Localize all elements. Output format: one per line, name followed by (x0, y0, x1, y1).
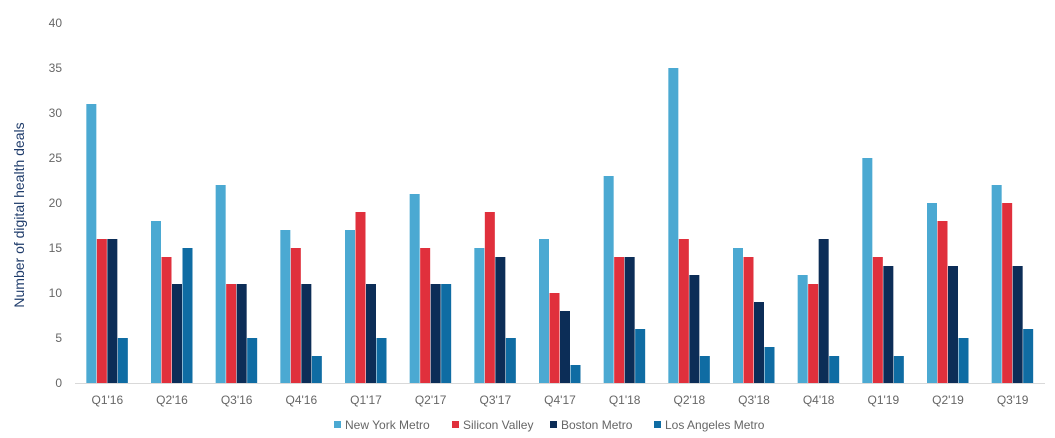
bar (1023, 329, 1034, 383)
bar (754, 302, 764, 383)
bar (474, 248, 485, 383)
x-tick-label: Q3'19 (997, 393, 1029, 407)
bar (1012, 266, 1023, 383)
x-tick-label: Q4'17 (544, 393, 576, 407)
x-tick-label: Q3'18 (738, 393, 770, 407)
legend: New York Metro Silicon Valley Boston Metro… (334, 418, 765, 432)
x-tick-label: Q4'18 (803, 393, 835, 407)
bar (948, 266, 958, 383)
bar (808, 284, 819, 383)
legend-swatch (550, 421, 557, 428)
bar (614, 257, 625, 383)
bar (603, 176, 614, 383)
bar (733, 248, 743, 383)
bar (420, 248, 431, 383)
x-tick-label: Q3'17 (480, 393, 512, 407)
bar (927, 203, 937, 383)
bar (829, 356, 840, 383)
bar (893, 356, 904, 383)
bar (409, 194, 420, 383)
y-tick-label: 20 (49, 196, 63, 210)
bar (862, 158, 873, 383)
bar (484, 212, 495, 383)
y-axis-ticks: 0 5 10 15 20 25 30 35 40 (49, 16, 63, 390)
y-tick-label: 35 (49, 61, 63, 75)
bar (355, 212, 366, 383)
bar (290, 248, 301, 383)
bar (872, 257, 883, 383)
y-tick-label: 30 (49, 106, 63, 120)
bar (247, 338, 258, 383)
bar (1002, 203, 1013, 383)
bar (161, 257, 172, 383)
x-tick-label: Q2'18 (674, 393, 706, 407)
bar (699, 356, 710, 383)
x-tick-label: Q2'16 (156, 393, 188, 407)
legend-swatch (334, 421, 341, 428)
legend-swatch (452, 421, 459, 428)
bar (689, 275, 700, 383)
bar (215, 185, 226, 383)
legend-swatch (654, 421, 661, 428)
legend-label: Silicon Valley (463, 418, 533, 432)
bar (226, 284, 237, 383)
y-axis-label: Number of digital health deals (11, 122, 27, 307)
bar (441, 284, 452, 383)
bar (172, 284, 182, 383)
legend-label: Boston Metro (561, 418, 633, 432)
bar (107, 239, 118, 383)
bar (883, 266, 894, 383)
x-tick-label: Q1'16 (92, 393, 124, 407)
bar (668, 68, 679, 383)
bar (505, 338, 516, 383)
bar (958, 338, 969, 383)
y-tick-label: 5 (55, 331, 62, 345)
y-tick-label: 15 (49, 241, 63, 255)
bar (366, 284, 376, 383)
bar (624, 257, 635, 383)
y-tick-label: 25 (49, 151, 63, 165)
y-tick-label: 40 (49, 16, 63, 30)
bar (570, 365, 581, 383)
bar (560, 311, 570, 383)
bar (635, 329, 646, 383)
bar (236, 284, 247, 383)
bar (86, 104, 97, 383)
y-tick-label: 10 (49, 286, 63, 300)
bar (117, 338, 128, 383)
bar (797, 275, 808, 383)
bar (495, 257, 506, 383)
x-tick-label: Q1'19 (868, 393, 900, 407)
bar (280, 230, 291, 383)
x-tick-label: Q2'19 (932, 393, 964, 407)
legend-label: Los Angeles Metro (665, 418, 765, 432)
legend-label: New York Metro (345, 418, 430, 432)
bar (182, 248, 193, 383)
bar (345, 230, 355, 383)
bar (96, 239, 107, 383)
bar (311, 356, 322, 383)
x-tick-label: Q1'18 (609, 393, 641, 407)
bar (549, 293, 560, 383)
bar (991, 185, 1002, 383)
bars (86, 68, 1034, 383)
bar (937, 221, 948, 383)
x-tick-label: Q2'17 (415, 393, 447, 407)
bar (151, 221, 161, 383)
y-tick-label: 0 (55, 376, 62, 390)
bar (301, 284, 312, 383)
bar (430, 284, 441, 383)
bar (764, 347, 775, 383)
x-tick-label: Q4'16 (286, 393, 318, 407)
bar (678, 239, 689, 383)
x-axis-ticks: Q1'16 Q2'16 Q3'16 Q4'16 Q1'17 Q2'17 Q3'17 Q4'17… (92, 393, 1029, 407)
bar (539, 239, 549, 383)
bar (818, 239, 829, 383)
bar (743, 257, 754, 383)
x-tick-label: Q1'17 (350, 393, 382, 407)
bar (376, 338, 387, 383)
x-tick-label: Q3'16 (221, 393, 253, 407)
